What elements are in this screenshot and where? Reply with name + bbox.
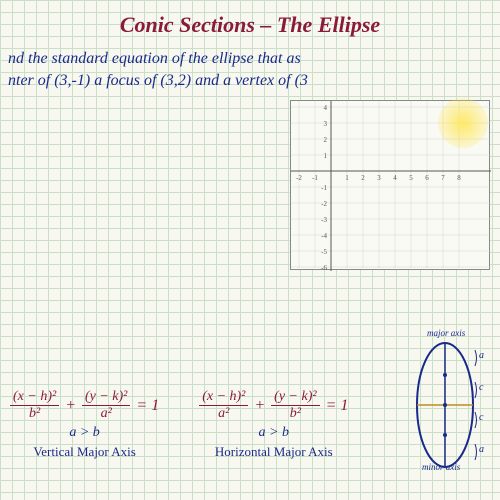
svg-text:-3: -3 [321, 216, 327, 224]
svg-text:1: 1 [345, 174, 349, 182]
h-t2-num: (y − k)² [271, 389, 319, 406]
v-plus: + [65, 397, 76, 415]
formula-row: (x − h)² b² + (y − k)² a² = 1 a > b Vert… [0, 389, 390, 460]
problem-line-1: nd the standard equation of the ellipse … [8, 48, 492, 70]
h-t2-den: b² [287, 406, 304, 422]
minor-axis-label: minor axis [422, 462, 460, 472]
horizontal-major-formula: (x − h)² a² + (y − k)² b² = 1 a > b Hori… [199, 389, 348, 460]
v-eq: = 1 [136, 397, 159, 415]
svg-text:c: c [479, 382, 484, 393]
major-axis-label: major axis [427, 328, 465, 338]
svg-text:4: 4 [324, 104, 328, 112]
vertical-equation: (x − h)² b² + (y − k)² a² = 1 [10, 389, 159, 422]
horizontal-equation: (x − h)² a² + (y − k)² b² = 1 [199, 389, 348, 422]
v-cond: a > b [10, 425, 159, 441]
h-eq: = 1 [326, 397, 349, 415]
svg-text:-5: -5 [321, 248, 327, 256]
h-cond: a > b [199, 425, 348, 441]
problem-line-2: nter of (3,-1) a focus of (3,2) and a ve… [8, 70, 492, 92]
svg-text:3: 3 [324, 120, 328, 128]
svg-text:8: 8 [457, 174, 461, 182]
svg-text:-2: -2 [296, 174, 302, 182]
h-t1-den: a² [215, 406, 232, 422]
svg-text:-6: -6 [321, 264, 327, 271]
vertical-major-formula: (x − h)² b² + (y − k)² a² = 1 a > b Vert… [10, 389, 159, 460]
svg-text:2: 2 [361, 174, 365, 182]
h-axis-label: Horizontal Major Axis [199, 444, 348, 460]
svg-text:4: 4 [393, 174, 397, 182]
h-t1-num: (x − h)² [199, 389, 248, 406]
cursor-highlight [438, 98, 488, 148]
ellipse-svg: a c c a [397, 330, 492, 480]
svg-text:-1: -1 [312, 174, 318, 182]
svg-text:5: 5 [409, 174, 413, 182]
svg-text:-1: -1 [321, 184, 327, 192]
svg-text:-4: -4 [321, 232, 327, 240]
svg-text:3: 3 [377, 174, 381, 182]
svg-text:2: 2 [324, 136, 328, 144]
svg-text:c: c [479, 412, 484, 423]
page-title: Conic Sections – The Ellipse [0, 12, 500, 38]
svg-text:1: 1 [324, 152, 328, 160]
v-t1-den: b² [26, 406, 43, 422]
v-t2-num: (y − k)² [82, 389, 130, 406]
v-axis-label: Vertical Major Axis [10, 444, 159, 460]
svg-text:7: 7 [441, 174, 445, 182]
svg-text:6: 6 [425, 174, 429, 182]
svg-text:-2: -2 [321, 200, 327, 208]
svg-text:a: a [479, 350, 484, 361]
v-t2-den: a² [98, 406, 115, 422]
problem-text: nd the standard equation of the ellipse … [8, 48, 492, 91]
svg-text:a: a [479, 444, 484, 455]
v-t1-num: (x − h)² [10, 389, 59, 406]
h-plus: + [254, 397, 265, 415]
ellipse-diagram: a c c a major axis minor axis [397, 330, 492, 480]
